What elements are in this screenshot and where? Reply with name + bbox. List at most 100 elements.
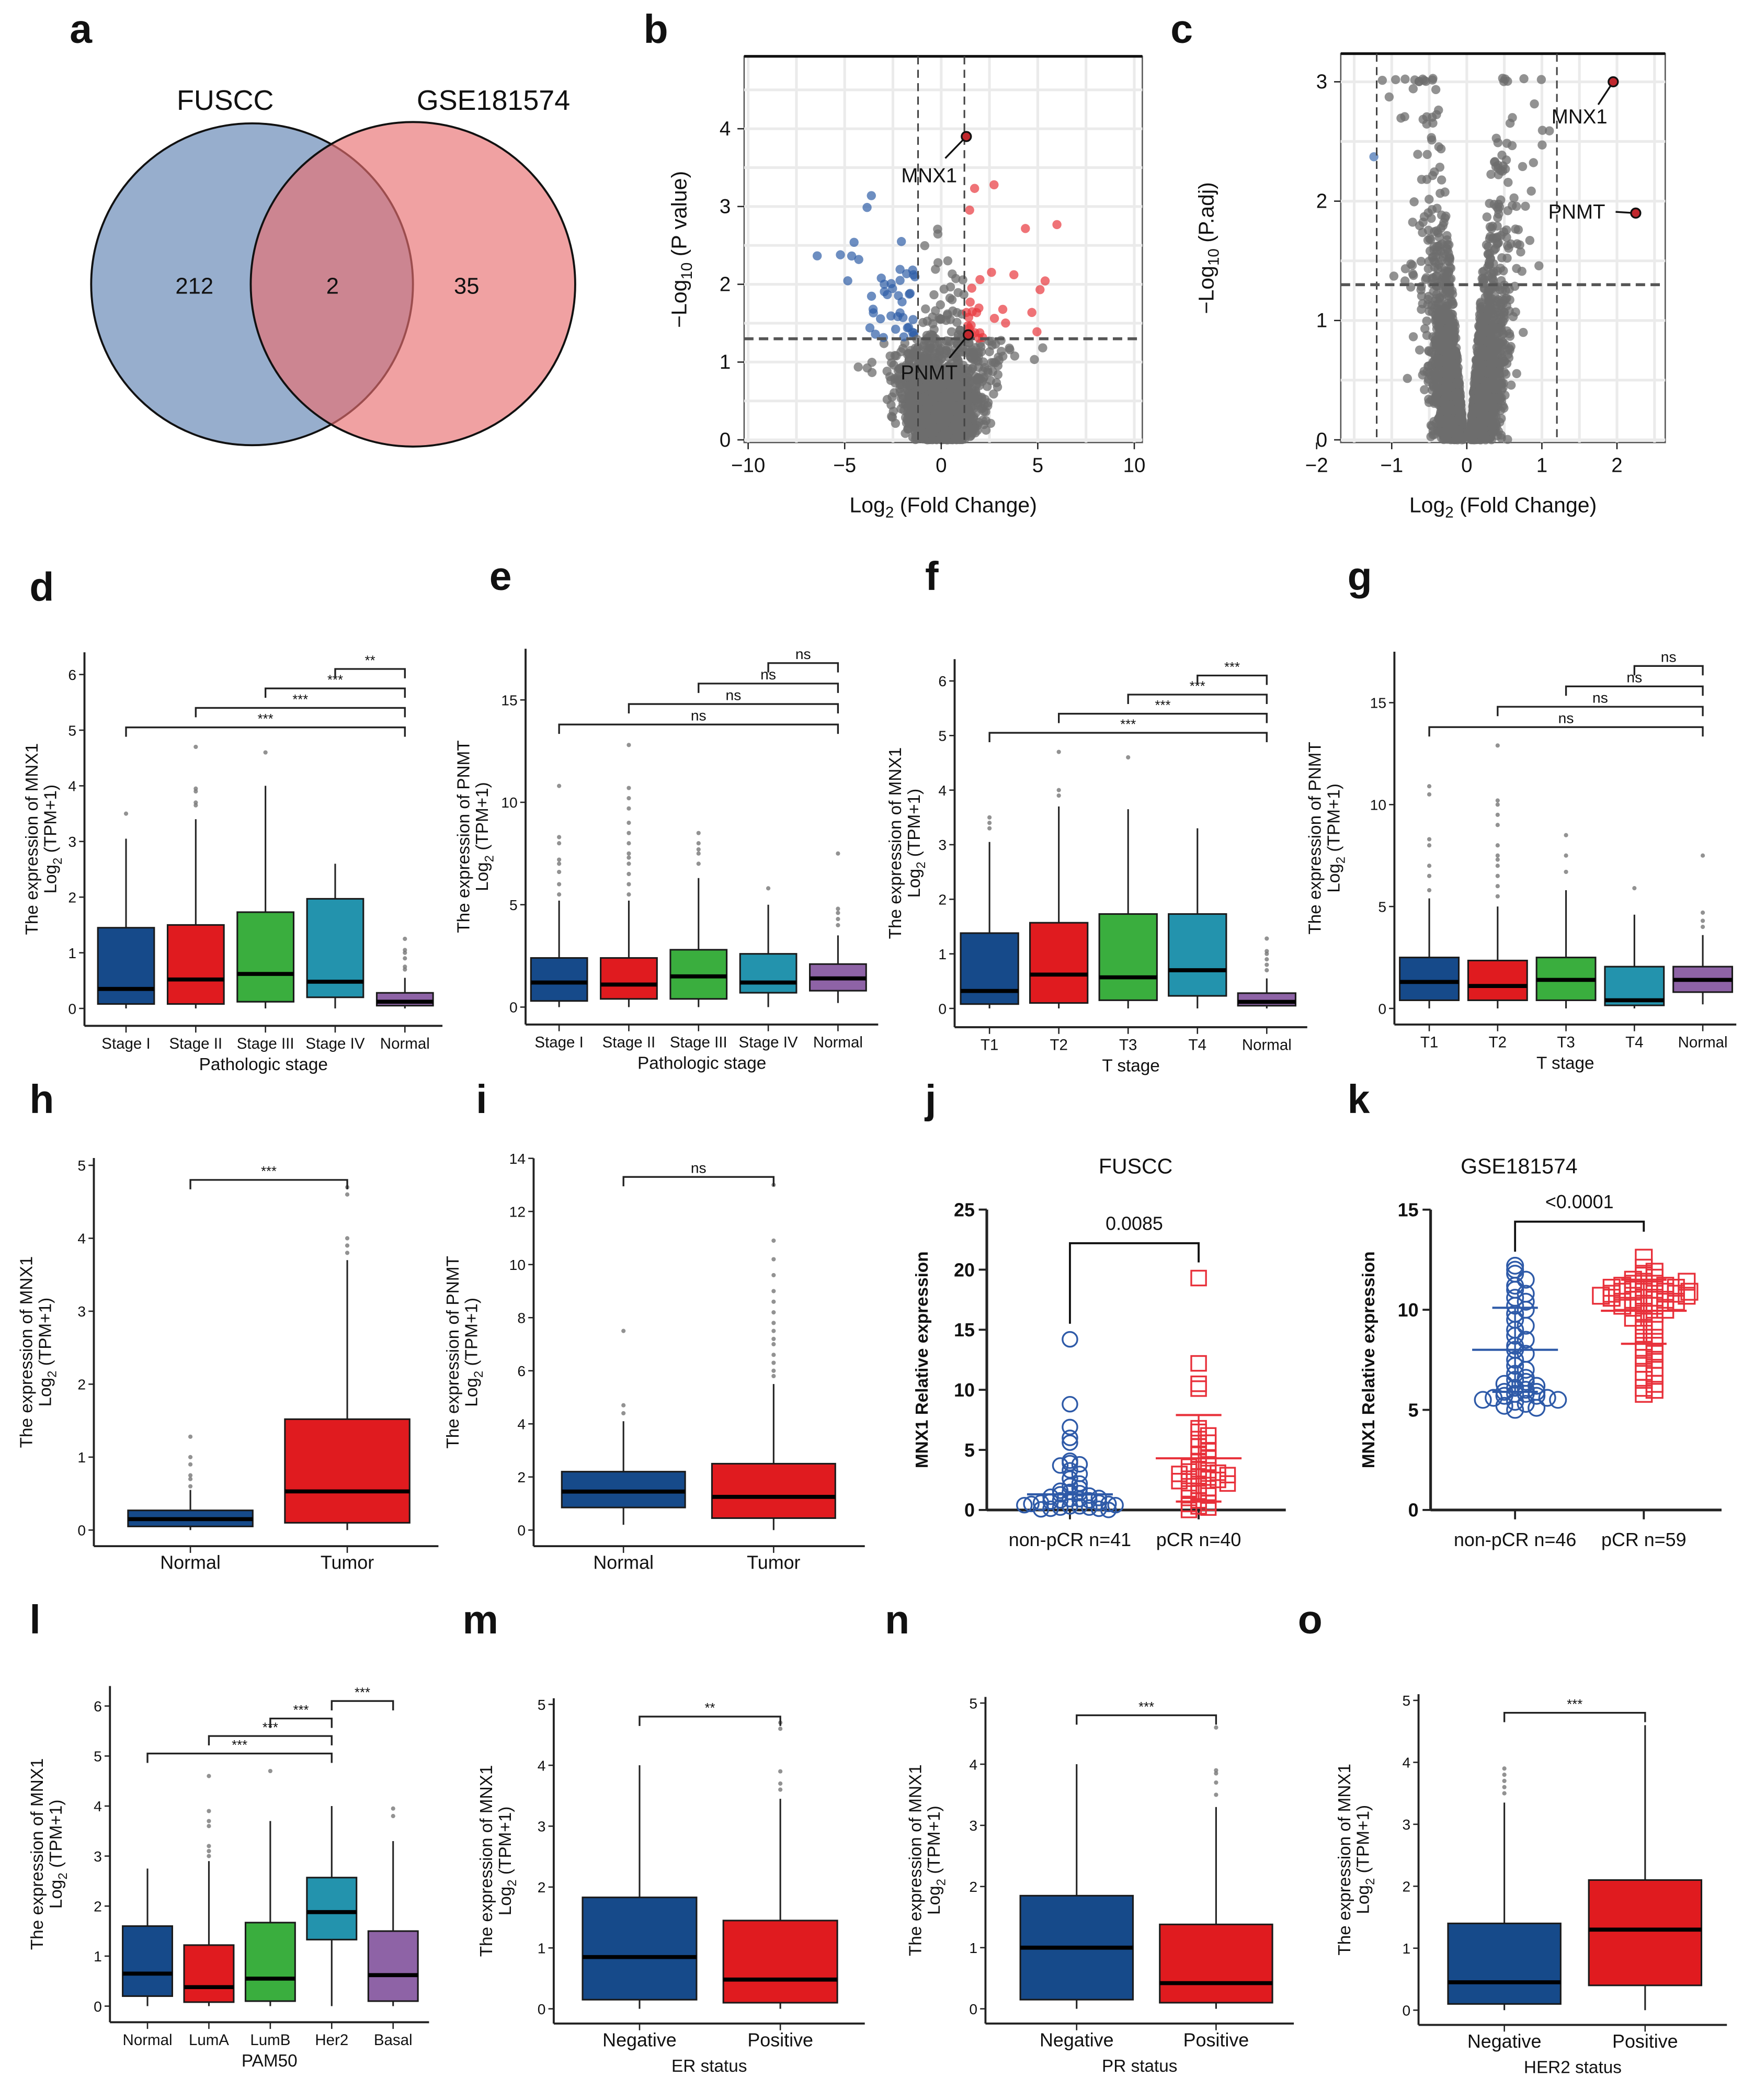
volcano-point-up: [1052, 220, 1062, 230]
volcano-point-ns: [996, 347, 1006, 356]
volcano-point-ns: [938, 392, 948, 402]
volcano-point-ns: [948, 423, 958, 432]
y-tick-label: 1: [720, 351, 731, 373]
volcano-point-ns: [1417, 304, 1426, 314]
volcano-point-down: [849, 237, 859, 247]
volcano-point-ns: [962, 373, 972, 383]
volcano-point-ns: [1408, 84, 1418, 94]
volcano-point-ns: [939, 285, 949, 294]
volcano-point-up: [967, 283, 976, 293]
volcano-point-down: [871, 330, 880, 339]
volcano-point-ns: [935, 313, 944, 323]
volcano-point-ns: [1377, 75, 1387, 85]
y-tick-label: 2: [720, 273, 731, 296]
panel-letter: a: [70, 7, 93, 52]
volcano-point-ns: [958, 275, 967, 285]
volcano-point-ns: [1419, 76, 1429, 85]
volcano-point-ns: [1391, 75, 1400, 85]
volcano-point-ns: [1508, 113, 1517, 122]
volcano-point-ns: [1502, 139, 1512, 148]
volcano-point-ns: [909, 348, 918, 358]
volcano-point-ns: [1400, 74, 1410, 84]
volcano-point-ns: [1529, 158, 1538, 167]
volcano-point-ns: [925, 340, 935, 350]
volcano-point-ns: [1516, 247, 1525, 257]
volcano-point-ns: [1440, 187, 1450, 197]
volcano-point-down: [812, 251, 822, 260]
highlighted-gene-point: [961, 131, 972, 142]
volcano-point-ns: [918, 317, 928, 327]
volcano-point-ns: [1525, 235, 1535, 245]
volcano-point-ns: [948, 269, 957, 279]
volcano-point-ns: [989, 389, 998, 399]
volcano-point-ns: [1424, 346, 1433, 356]
volcano-point-ns: [1434, 142, 1443, 152]
volcano-point-ns: [920, 241, 930, 251]
volcano-point-down: [908, 327, 917, 337]
volcano-point-ns: [993, 370, 1002, 380]
volcano-point-ns: [970, 394, 980, 403]
volcano-point-up: [1027, 308, 1036, 317]
highlighted-gene-point: [962, 329, 974, 340]
x-tick-label: −5: [833, 454, 856, 476]
volcano-point-ns: [1530, 99, 1539, 109]
volcano-point-ns: [1484, 257, 1494, 267]
volcano-point-ns: [1432, 226, 1442, 235]
volcano-point-down: [876, 274, 886, 283]
volcano-point-up: [1040, 276, 1050, 286]
volcano-point-ns: [1512, 239, 1522, 248]
volcano-point-ns: [1526, 186, 1536, 196]
volcano-point-ns: [1503, 76, 1512, 86]
volcano-point-up: [998, 304, 1008, 314]
volcano-point-ns: [1419, 367, 1429, 376]
volcano-point-ns: [1489, 157, 1499, 167]
volcano-point-ns: [1509, 193, 1519, 203]
volcano-point-ns: [1426, 235, 1436, 244]
volcano-point-ns: [1409, 197, 1419, 207]
volcano-point-ns: [1445, 252, 1454, 262]
volcano-point-down: [867, 191, 876, 200]
volcano-point-ns: [1030, 355, 1039, 365]
volcano-point-ns: [1431, 85, 1441, 94]
volcano-point-up: [989, 313, 999, 323]
volcano-point-ns: [886, 376, 896, 385]
volcano-point-ns: [1497, 150, 1507, 160]
x-axis-title: Log2 (Fold Change): [849, 493, 1036, 521]
volcano-point-ns: [971, 343, 980, 353]
volcano-point-down: [896, 237, 906, 246]
volcano-point-down: [886, 311, 896, 321]
volcano-point-ns: [927, 429, 937, 439]
volcano-point-ns: [992, 378, 1001, 388]
volcano-point-up: [965, 297, 975, 307]
volcano-point-ns: [935, 345, 944, 355]
volcano-point-up: [1035, 285, 1045, 294]
gene-label: MNX1: [901, 165, 957, 187]
volcano-point-ns: [1400, 112, 1409, 121]
volcano-point-ns: [1422, 112, 1431, 122]
volcano-point-ns: [951, 401, 961, 411]
venn-count: 212: [175, 274, 213, 299]
volcano-point-down: [888, 284, 897, 293]
volcano-point-up: [965, 206, 974, 215]
volcano-point-up: [1021, 224, 1030, 233]
volcano-point-down: [908, 315, 918, 324]
volcano-point-ns: [1519, 327, 1528, 337]
volcano-point-up: [964, 312, 974, 322]
volcano-point-ns: [1497, 414, 1506, 423]
y-tick-label: 0: [720, 429, 731, 451]
volcano-point-ns: [1422, 150, 1432, 160]
volcano-point-ns: [972, 380, 981, 390]
volcano-point-ns: [1536, 75, 1546, 84]
volcano-point-down: [854, 255, 863, 264]
venn-count: 2: [326, 274, 339, 299]
volcano-point-ns: [1423, 225, 1433, 235]
volcano-point-ns: [1521, 201, 1530, 211]
panel-letter: c: [1170, 7, 1193, 52]
volcano-point-up: [974, 303, 984, 313]
volcano-point-ns: [862, 363, 872, 373]
volcano-point-ns: [1519, 74, 1529, 84]
volcano-point-ns: [1408, 332, 1418, 342]
volcano-point-ns: [952, 308, 962, 317]
volcano-point-ns: [1437, 175, 1446, 185]
